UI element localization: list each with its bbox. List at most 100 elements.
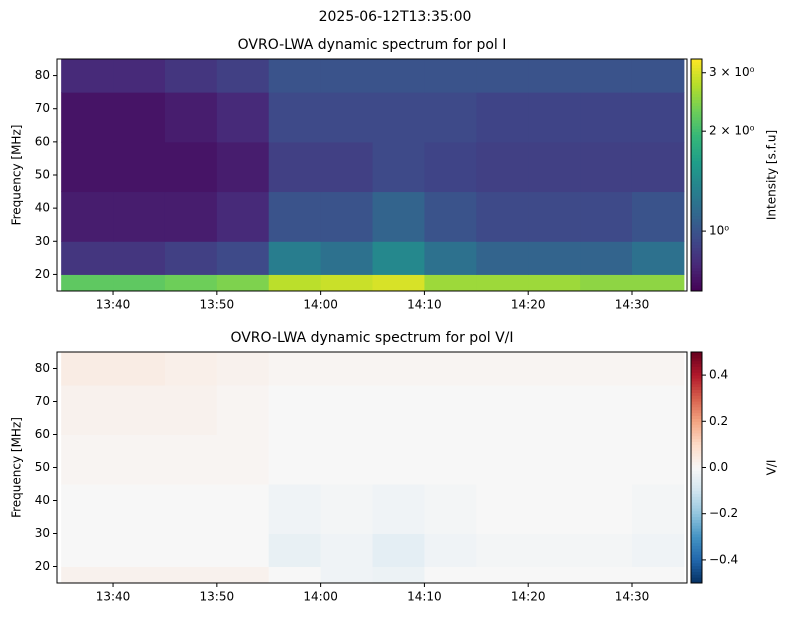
colorbar-segment: [691, 180, 702, 185]
colorbar-segment: [691, 568, 702, 572]
heatmap-cell: [320, 141, 374, 193]
heatmap-cell: [61, 241, 114, 275]
colorbar-segment: [691, 438, 702, 443]
colorbar-segment: [691, 114, 702, 118]
colorbar-label: V/I: [765, 460, 779, 476]
heatmap-cell: [320, 59, 374, 93]
heatmap-cell: [528, 533, 581, 567]
heatmap-cell: [61, 566, 114, 584]
heatmap-cell: [216, 385, 270, 435]
heatmap-cell: [424, 533, 477, 567]
x-tick-label: 14:10: [407, 590, 442, 604]
heatmap-cell: [320, 566, 374, 584]
colorbar-frame: [690, 58, 703, 292]
heatmap-cell: [61, 434, 114, 485]
x-tick-label: 13:50: [200, 298, 235, 312]
heatmap-cell: [528, 59, 581, 93]
heatmap-cell: [216, 241, 270, 275]
colorbar-segment: [691, 528, 702, 532]
heatmap-cell: [424, 434, 477, 485]
colorbar-segment: [691, 105, 702, 109]
colorbar-segment: [691, 262, 702, 266]
heatmap-cell: [216, 191, 270, 242]
colorbar-segment: [691, 386, 702, 391]
colorbar-segment: [691, 88, 702, 92]
colorbar-segment: [691, 85, 702, 89]
colorbar-tick-label: 10⁰: [709, 224, 729, 238]
colorbar-segment: [691, 580, 702, 584]
colorbar-segment: [691, 409, 702, 414]
colorbar-segment: [691, 250, 702, 254]
colorbar-segment: [691, 82, 702, 86]
heatmap-cell: [113, 566, 166, 584]
colorbar-segment: [691, 352, 702, 356]
colorbar-segment: [691, 108, 702, 112]
heatmap-cell: [424, 484, 477, 534]
colorbar-segment: [691, 73, 702, 77]
colorbar-segment: [691, 183, 702, 188]
colorbar-segment: [691, 571, 702, 575]
y-tick-label: 20: [35, 559, 50, 573]
y-tick-label: 40: [35, 493, 50, 507]
colorbar-segment: [691, 441, 702, 445]
colorbar-tick-label: −0.2: [709, 506, 738, 520]
colorbar-segment: [691, 151, 702, 156]
colorbar-tick-label: 2 × 10⁰: [709, 124, 755, 138]
heatmap-cell: [476, 352, 529, 386]
colorbar-segment: [691, 455, 702, 460]
heatmap-cell: [424, 566, 477, 584]
colorbar-segment: [691, 93, 702, 98]
colorbar-segment: [691, 507, 702, 512]
colorbar-segment: [691, 221, 702, 225]
colorbar-segment: [691, 539, 702, 544]
colorbar-segment: [691, 490, 702, 494]
colorbar-segment: [691, 76, 702, 80]
heatmap-cell: [164, 385, 218, 435]
colorbar-segment: [691, 551, 702, 555]
colorbar-segment: [691, 163, 702, 167]
colorbar-segment: [691, 169, 702, 173]
heatmap-cell: [631, 92, 685, 143]
colorbar-segment: [691, 70, 702, 74]
colorbar-segment: [691, 175, 702, 179]
heatmap-cell: [528, 92, 581, 143]
heatmap-cell: [320, 274, 374, 292]
heatmap-cell: [476, 274, 529, 292]
colorbar-segment: [691, 499, 702, 503]
colorbar-segment: [691, 99, 702, 103]
heatmap-cell: [372, 533, 425, 567]
colorbar-segment: [691, 206, 702, 211]
colorbar-segment: [691, 160, 702, 164]
x-tick-label: 13:50: [200, 590, 235, 604]
colorbar-segment: [691, 406, 702, 411]
y-tick-label: 60: [35, 427, 50, 441]
colorbar-segment: [691, 288, 702, 292]
heatmap-cell: [113, 92, 166, 143]
colorbar-segment: [691, 357, 702, 362]
heatmap-cell: [631, 59, 685, 93]
heatmap-cell: [528, 274, 581, 292]
heatmap-cell: [61, 274, 114, 292]
heatmap-cell: [631, 191, 685, 242]
colorbar-segment: [691, 360, 702, 365]
heatmap-cell: [113, 385, 166, 435]
heatmap-cell: [476, 385, 529, 435]
colorbar-segment: [691, 510, 702, 515]
colorbar-segment: [691, 493, 702, 497]
heatmap-cell: [113, 274, 166, 292]
colorbar-segment: [691, 264, 702, 269]
colorbar-segment: [691, 562, 702, 567]
heatmap-cell: [268, 241, 322, 275]
colorbar-segment: [691, 432, 702, 437]
heatmap-cell: [580, 59, 633, 93]
heatmap-cell: [320, 191, 374, 242]
heatmap-cell: [631, 274, 685, 292]
colorbar-segment: [691, 481, 702, 486]
heatmap-cell: [372, 141, 425, 193]
heatmap-cell: [580, 274, 633, 292]
colorbar-segment: [691, 122, 702, 127]
heatmap-cell: [424, 191, 477, 242]
colorbar-segment: [691, 166, 702, 170]
heatmap-cell: [216, 566, 270, 584]
heatmap-cell: [268, 533, 322, 567]
